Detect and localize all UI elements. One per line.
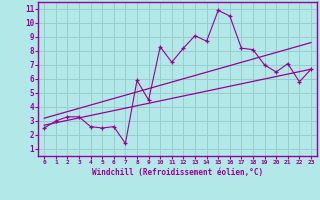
X-axis label: Windchill (Refroidissement éolien,°C): Windchill (Refroidissement éolien,°C): [92, 168, 263, 177]
